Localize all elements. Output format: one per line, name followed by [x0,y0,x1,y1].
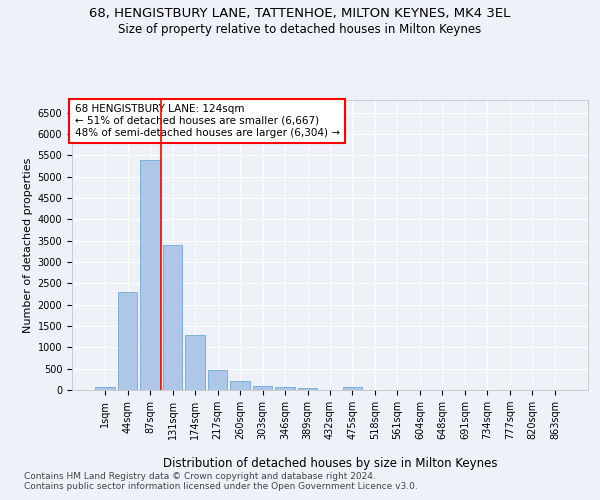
Y-axis label: Number of detached properties: Number of detached properties [23,158,34,332]
Bar [275,387,295,390]
Text: 68 HENGISTBURY LANE: 124sqm
← 51% of detached houses are smaller (6,667)
48% of : 68 HENGISTBURY LANE: 124sqm ← 51% of det… [74,104,340,138]
Text: Distribution of detached houses by size in Milton Keynes: Distribution of detached houses by size … [163,458,497,470]
Text: Contains HM Land Registry data © Crown copyright and database right 2024.: Contains HM Land Registry data © Crown c… [24,472,376,481]
Bar [343,387,362,390]
Text: Contains public sector information licensed under the Open Government Licence v3: Contains public sector information licen… [24,482,418,491]
Text: 68, HENGISTBURY LANE, TATTENHOE, MILTON KEYNES, MK4 3EL: 68, HENGISTBURY LANE, TATTENHOE, MILTON … [89,8,511,20]
Bar [230,381,250,390]
Bar [118,292,137,390]
Bar [140,160,160,390]
Bar [185,334,205,390]
Bar [95,387,115,390]
Text: Size of property relative to detached houses in Milton Keynes: Size of property relative to detached ho… [118,22,482,36]
Bar [163,245,182,390]
Bar [253,386,272,390]
Bar [298,388,317,390]
Bar [208,370,227,390]
